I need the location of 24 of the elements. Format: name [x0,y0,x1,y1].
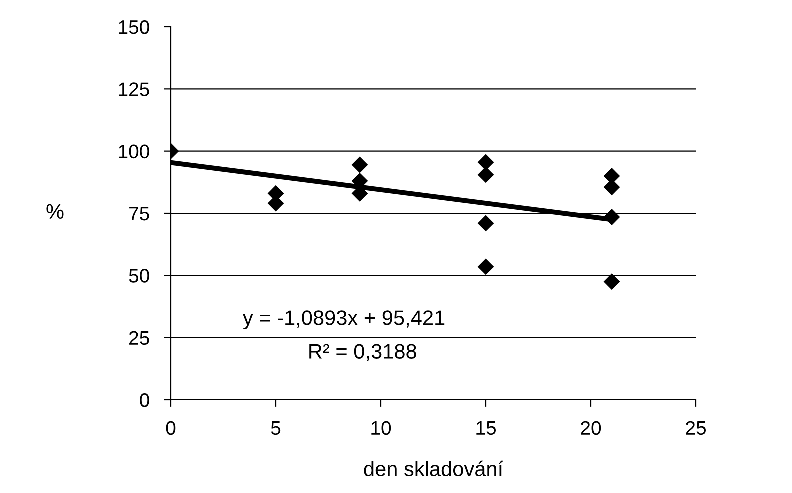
point [478,166,494,184]
x-tick-label: 0 [166,421,176,436]
point [352,156,368,174]
point [478,154,494,171]
x-tick-label: 10 [372,421,392,436]
point [604,274,620,290]
x-tick-label: 5 [271,422,281,436]
y-tick-label: 0 [140,393,150,408]
y-tick-label: 150 [119,20,150,34]
annotation: R² = 0,3188 [310,344,416,362]
y-tick-label: 25 [130,331,150,346]
y-tick-label: 100 [119,144,150,159]
x-tick-label: 15 [476,422,496,436]
x-tick-label: 20 [581,421,602,436]
y-tick-label: 125 [119,82,150,96]
point [478,258,494,276]
y-axis-title: % [46,204,64,220]
x-axis-title: den skladování [364,460,504,476]
y-tick-label: 75 [130,207,150,221]
y-tick-label: 50 [129,269,150,283]
x-tick-label: 25 [686,421,706,436]
point [604,209,620,226]
point [478,215,494,232]
annotation: y = -1,0893x + 95,421 [242,310,445,330]
